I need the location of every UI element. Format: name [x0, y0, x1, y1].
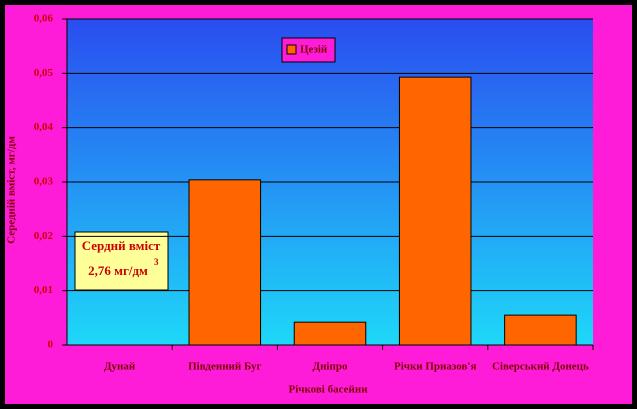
y-tick-label: 0,01: [34, 284, 53, 296]
annotation: Серднй вміст: [82, 238, 161, 253]
x-axis-title: Річкові басейни: [288, 384, 368, 396]
annotation-box: [74, 231, 169, 291]
legend-swatch: [286, 44, 297, 55]
x-tick-label: Південний Буг: [188, 361, 261, 373]
x-tick-label: Сіверський Донець: [492, 361, 589, 373]
bar: [188, 179, 262, 346]
annotation-sup: 3: [154, 257, 159, 267]
y-tick-label: 0,03: [34, 176, 54, 188]
y-tick-label: 0,05: [34, 67, 54, 79]
y-tick-label: 0,04: [34, 121, 54, 133]
bar: [293, 321, 367, 346]
x-tick-label: Дніпро: [313, 361, 348, 373]
y-tick-label: 0: [48, 339, 54, 351]
y-axis-title: Середній вміст, мг/дм: [6, 136, 18, 244]
bar: [504, 314, 577, 346]
annotation: 2,76 мг/дм: [88, 263, 148, 278]
y-tick-label: 0,02: [34, 230, 54, 242]
x-tick-label: Річки Приазов'я: [394, 361, 476, 373]
x-tick-label: Дунай: [104, 361, 136, 373]
bar: [398, 76, 472, 346]
legend-label: Цезій: [300, 44, 328, 56]
y-tick-label: 0,06: [34, 13, 54, 25]
